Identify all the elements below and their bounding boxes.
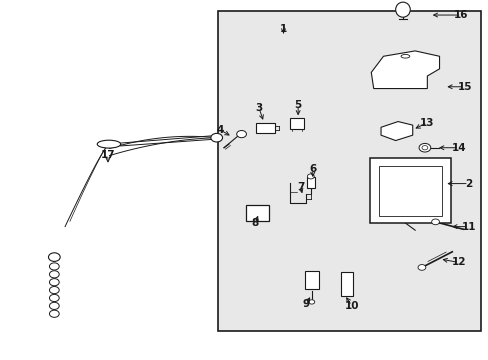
Circle shape	[418, 143, 430, 152]
Ellipse shape	[395, 2, 409, 17]
Bar	[305, 271, 318, 289]
Bar	[245, 206, 269, 221]
Text: 16: 16	[453, 10, 468, 20]
Circle shape	[49, 279, 59, 286]
Text: 11: 11	[461, 222, 475, 231]
Circle shape	[49, 302, 59, 310]
Circle shape	[49, 263, 59, 270]
Text: 5: 5	[294, 100, 301, 110]
Text: 8: 8	[251, 218, 258, 228]
Circle shape	[49, 271, 59, 278]
Circle shape	[421, 145, 427, 150]
Circle shape	[48, 253, 60, 261]
Circle shape	[308, 300, 314, 304]
Circle shape	[49, 294, 59, 302]
Circle shape	[307, 174, 314, 179]
Polygon shape	[380, 122, 412, 140]
Text: 7: 7	[296, 182, 304, 192]
Polygon shape	[370, 51, 439, 89]
Bar	[217, 12, 480, 330]
Text: 3: 3	[255, 103, 262, 113]
Bar	[369, 158, 449, 223]
Text: 4: 4	[216, 125, 224, 135]
Circle shape	[236, 131, 246, 138]
Text: 10: 10	[344, 301, 358, 311]
Bar	[256, 123, 274, 133]
Text: 1: 1	[279, 24, 286, 35]
Circle shape	[49, 310, 59, 318]
Ellipse shape	[400, 54, 409, 58]
Bar	[290, 118, 304, 129]
Bar	[340, 273, 352, 296]
Text: 14: 14	[451, 143, 466, 153]
Text: 9: 9	[302, 299, 309, 309]
Text: 2: 2	[464, 179, 471, 189]
Text: 13: 13	[419, 118, 434, 128]
Circle shape	[417, 265, 425, 270]
Text: 6: 6	[308, 164, 316, 174]
Bar	[306, 177, 314, 188]
Bar	[378, 166, 441, 216]
Text: 12: 12	[451, 257, 466, 267]
Circle shape	[210, 134, 222, 142]
Ellipse shape	[97, 140, 121, 148]
Circle shape	[49, 287, 59, 294]
Text: 15: 15	[457, 82, 471, 92]
Text: 17: 17	[101, 150, 115, 160]
Circle shape	[431, 219, 439, 225]
